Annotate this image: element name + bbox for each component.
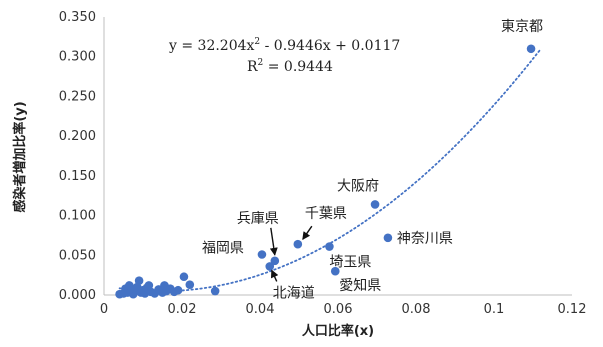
data-point [257,250,267,259]
x-tick-label: 0.06 [324,302,353,317]
y-axis-title: 感染者増加比率(y) [12,101,28,212]
x-tick-label: 0.12 [558,302,587,317]
annotation-arrows [269,225,313,282]
point-label: 福岡県 [202,240,244,256]
data-point [526,44,536,54]
r-squared: R2 = 0.9444 [247,58,333,75]
x-tick-label: 0.02 [168,302,197,317]
axes: 0.000 0.050 0.100 0.150 0.200 0.250 0.300 0.350… [59,10,587,317]
x-tick-label: 0.04 [246,302,275,317]
data-point [179,272,189,282]
data-point [383,233,393,243]
annotation-arrow [302,225,313,240]
point-label: 北海道 [273,285,315,301]
x-tick-label: 0 [100,302,108,317]
data-point [293,239,303,249]
y-tick-label: 0.000 [59,288,96,303]
data-point [265,262,275,271]
y-tick-label: 0.200 [59,129,96,144]
y-tick-label: 0.250 [59,89,96,104]
data-point [210,286,220,296]
trendline-path [118,48,542,293]
trendline-equation: y = 32.204x2 - 0.9446x + 0.0117 [168,37,400,54]
point-label: 大阪府 [337,178,379,194]
x-tick-label: 0.08 [402,302,431,317]
data-point [270,256,280,266]
point-label: 兵庫県 [237,210,279,227]
point-label: 東京都 [501,19,543,35]
x-tick-label: 0.1 [484,302,505,317]
annotation-arrow [271,269,279,282]
data-point [325,242,334,251]
annotation-arrow [269,227,278,256]
y-tick-label: 0.350 [59,10,96,25]
x-axis-title: 人口比率(x) [302,323,374,339]
data-points [115,44,536,299]
point-label: 神奈川県 [397,231,453,247]
point-label: 愛知県 [339,277,381,294]
y-tick-label: 0.100 [59,209,96,224]
data-point [173,285,183,295]
data-point [185,280,195,289]
data-point [134,276,144,286]
y-tick-label: 0.150 [59,169,96,184]
point-label: 千葉県 [305,206,347,222]
trendline [118,48,542,293]
data-point [370,200,380,209]
y-tick-label: 0.050 [59,248,96,263]
point-label: 埼玉県 [329,255,371,271]
data-point [330,266,340,276]
y-tick-label: 0.300 [59,50,96,65]
